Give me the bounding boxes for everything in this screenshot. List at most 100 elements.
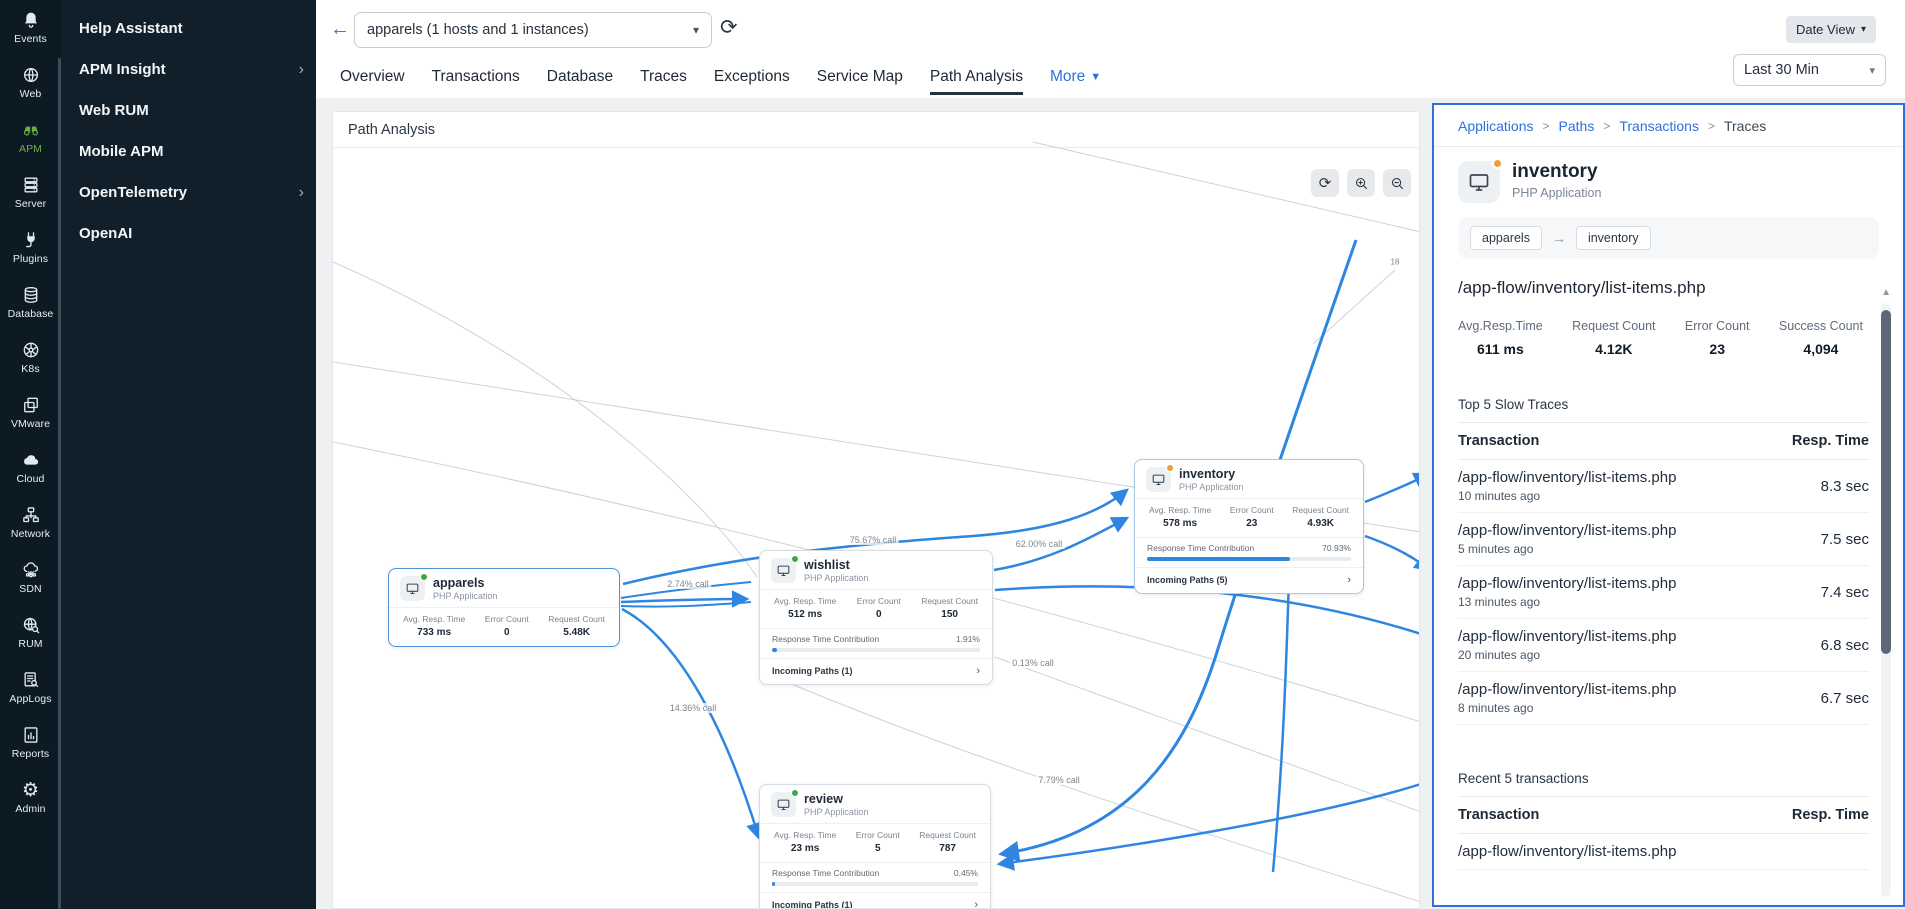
chevron-right-icon: › [976,665,980,677]
kubernetes-icon [21,340,41,360]
breadcrumb-transactions[interactable]: Transactions [1619,118,1699,134]
tab-service-map[interactable]: Service Map [816,68,903,85]
trace-row[interactable]: /app-flow/inventory/list-items.php 13 min… [1458,566,1869,619]
submenu-mobile-apm[interactable]: Mobile APM [79,143,164,160]
tab-overview[interactable]: Overview [340,68,405,85]
cloud-icon [21,450,41,470]
path-analysis-graph[interactable]: 2.74% call 14.36% call 75.67% call 62.00… [333,112,1419,908]
rail-scrollbar[interactable] [58,58,61,909]
apm-submenu: Help Assistant APM Insight › Web RUM Mobi… [61,0,316,909]
back-arrow-icon[interactable]: ← [330,18,350,40]
graph-node-inventory[interactable]: inventory PHP Application Avg. Resp. Tim… [1134,459,1364,594]
submenu-web-rum[interactable]: Web RUM [79,102,149,119]
status-dot-green [791,555,799,563]
arrow-right-icon: → [1551,230,1566,246]
edge-label: 75.67% call [847,535,899,545]
rail-item-database[interactable]: Database [0,275,61,330]
status-dot-orange [1492,158,1503,169]
logs-magnifier-icon [21,670,41,690]
node-type: PHP Application [804,573,869,583]
edge-label: 2.74% call [665,579,711,589]
graph-node-wishlist[interactable]: wishlist PHP Application Avg. Resp. Time… [759,550,993,685]
trace-row[interactable]: /app-flow/inventory/list-items.php [1458,834,1869,870]
refresh-icon[interactable]: ⟳ [720,16,738,39]
panel-scrollbar-thumb[interactable] [1881,310,1891,654]
time-range-select[interactable]: Last 30 Min ▾ [1733,54,1886,86]
graph-node-apparels[interactable]: apparels PHP Application Avg. Resp. Time… [388,568,620,647]
tab-database[interactable]: Database [546,68,614,85]
column-transaction: Transaction [1458,433,1540,449]
rail-item-network[interactable]: Network [0,495,61,550]
monitor-icon [771,555,799,583]
tab-more[interactable]: More ▼ [1049,68,1102,85]
summary-stats: Avg.Resp.Time 611 ms Request Count 4.12K E… [1458,319,1863,357]
column-transaction: Transaction [1458,807,1540,823]
incoming-paths-link[interactable]: Incoming Paths (1) › [760,658,992,684]
rail-item-apm[interactable]: APM [0,110,61,165]
breadcrumb: Applications > Paths > Transactions > Tr… [1434,105,1903,146]
breadcrumb-applications[interactable]: Applications [1458,118,1534,134]
plug-icon [21,230,41,250]
zoom-in-button[interactable] [1347,169,1375,197]
breadcrumb-separator: > [1707,119,1715,133]
rail-item-reports[interactable]: Reports [0,715,61,770]
breadcrumb-paths[interactable]: Paths [1558,118,1595,134]
node-type: PHP Application [1179,482,1244,492]
edge-label: 7.79% call [1036,775,1082,785]
zoom-out-button[interactable] [1383,169,1411,197]
node-name: wishlist [804,558,850,572]
incoming-paths-link[interactable]: Incoming Paths (1) › [760,892,990,908]
tab-path-analysis[interactable]: Path Analysis [929,68,1024,95]
app-type: PHP Application [1512,186,1602,200]
tab-exceptions[interactable]: Exceptions [713,68,790,85]
tab-transactions[interactable]: Transactions [431,68,520,85]
scroll-up-icon[interactable]: ▲ [1881,287,1891,298]
divider [1434,146,1903,147]
rail-item-admin[interactable]: ⚙ Admin [15,779,46,816]
rail-item-applogs[interactable]: AppLogs [0,660,61,715]
trace-row[interactable]: /app-flow/inventory/list-items.php 5 minu… [1458,513,1869,566]
chevron-right-icon: › [1347,574,1351,586]
column-resp-time: Resp. Time [1791,807,1869,823]
tab-traces[interactable]: Traces [640,68,687,85]
rail-item-web[interactable]: Web [0,55,61,110]
submenu-help-assistant[interactable]: Help Assistant [79,20,183,37]
app-name: inventory [1512,161,1598,182]
graph-toolbar: ⟳ [1311,169,1411,197]
rail-item-sdn[interactable]: SDN [0,550,61,605]
rail-item-events[interactable]: Events [0,0,61,55]
submenu-apm-insight[interactable]: APM Insight › [79,60,304,79]
slow-traces-table: Transaction Resp. Time /app-flow/invento… [1458,422,1869,725]
path-chips: apparels → inventory [1458,217,1879,259]
monitor-icon [400,573,428,601]
incoming-paths-link[interactable]: Incoming Paths (5) › [1135,567,1363,593]
rail-item-rum[interactable]: RUM [0,605,61,660]
caret-down-icon: ▼ [1090,71,1102,83]
rail-item-k8s[interactable]: K8s [0,330,61,385]
rail-item-vmware[interactable]: VMware [0,385,61,440]
submenu-opentelemetry[interactable]: OpenTelemetry › [79,183,304,202]
transaction-title: /app-flow/inventory/list-items.php [1458,278,1706,297]
caret-down-icon: ▾ [1860,24,1866,35]
node-name: inventory [1179,467,1236,481]
graph-node-review[interactable]: review PHP Application Avg. Resp. Time 23… [759,784,991,908]
graph-refresh-button[interactable]: ⟳ [1311,169,1339,197]
path-chip-apparels: apparels [1470,226,1542,250]
gear-icon: ⚙ [21,779,40,801]
server-stack-icon [21,175,41,195]
monitor-icon [1146,464,1174,492]
trace-row[interactable]: /app-flow/inventory/list-items.php 10 min… [1458,460,1869,513]
submenu-openai[interactable]: OpenAI [79,225,133,242]
breadcrumb-separator: > [1542,119,1550,133]
rail-item-plugins[interactable]: Plugins [0,220,61,275]
rail-item-cloud[interactable]: Cloud [0,440,61,495]
trace-row[interactable]: /app-flow/inventory/list-items.php 8 minu… [1458,672,1869,725]
date-view-button[interactable]: Date View ▾ [1785,16,1876,43]
path-chip-inventory: inventory [1575,226,1651,250]
rail-item-server[interactable]: Server [0,165,61,220]
trace-row[interactable]: /app-flow/inventory/list-items.php 20 min… [1458,619,1869,672]
app-header: inventory PHP Application [1434,147,1903,213]
edge-label: 62.00% call [1013,539,1065,549]
edge-label: 14.36% call [667,703,719,713]
monitor-selector[interactable]: apparels (1 hosts and 1 instances) ▾ [354,12,712,48]
